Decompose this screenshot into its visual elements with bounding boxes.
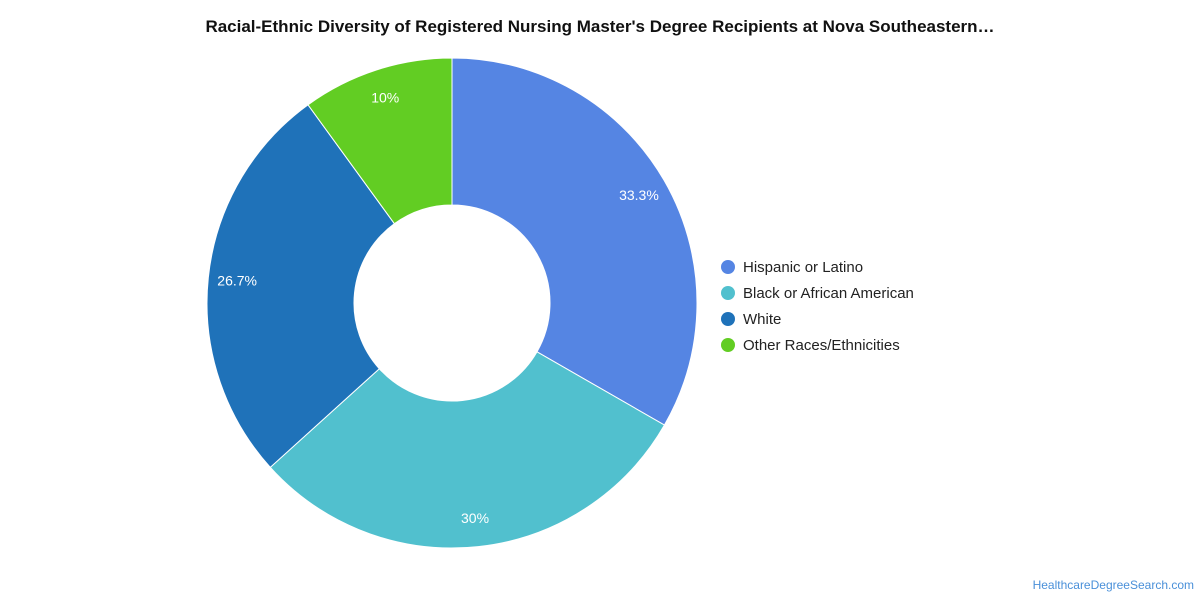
legend-label: White [743,310,782,328]
donut-slice-hispanic-or-latino[interactable] [451,57,698,426]
donut-slice-other-races-ethnicities[interactable] [307,57,453,225]
chart-legend: Hispanic or Latino Black or African Ameri… [721,254,914,358]
legend-item[interactable]: Black or African American [721,280,914,306]
legend-label: Hispanic or Latino [743,258,864,276]
slice-label: 10% [371,90,399,106]
donut-slice-black-or-african-american[interactable] [269,351,666,549]
donut-slice-white[interactable] [206,104,396,469]
legend-swatch-icon [721,338,735,352]
source-credit[interactable]: HealthcareDegreeSearch.com [1032,578,1194,592]
legend-swatch-icon [721,260,735,274]
chart-title: Racial-Ethnic Diversity of Registered Nu… [205,17,995,36]
legend-item[interactable]: Other Races/Ethnicities [721,332,914,358]
legend-item[interactable]: White [721,306,914,332]
legend-item[interactable]: Hispanic or Latino [721,254,914,280]
legend-label: Black or African American [743,284,914,302]
legend-swatch-icon [721,286,735,300]
slice-label: 33.3% [619,187,659,203]
slice-label: 26.7% [217,273,257,289]
legend-label: Other Races/Ethnicities [743,336,900,354]
slice-label: 30% [461,510,489,526]
legend-swatch-icon [721,312,735,326]
